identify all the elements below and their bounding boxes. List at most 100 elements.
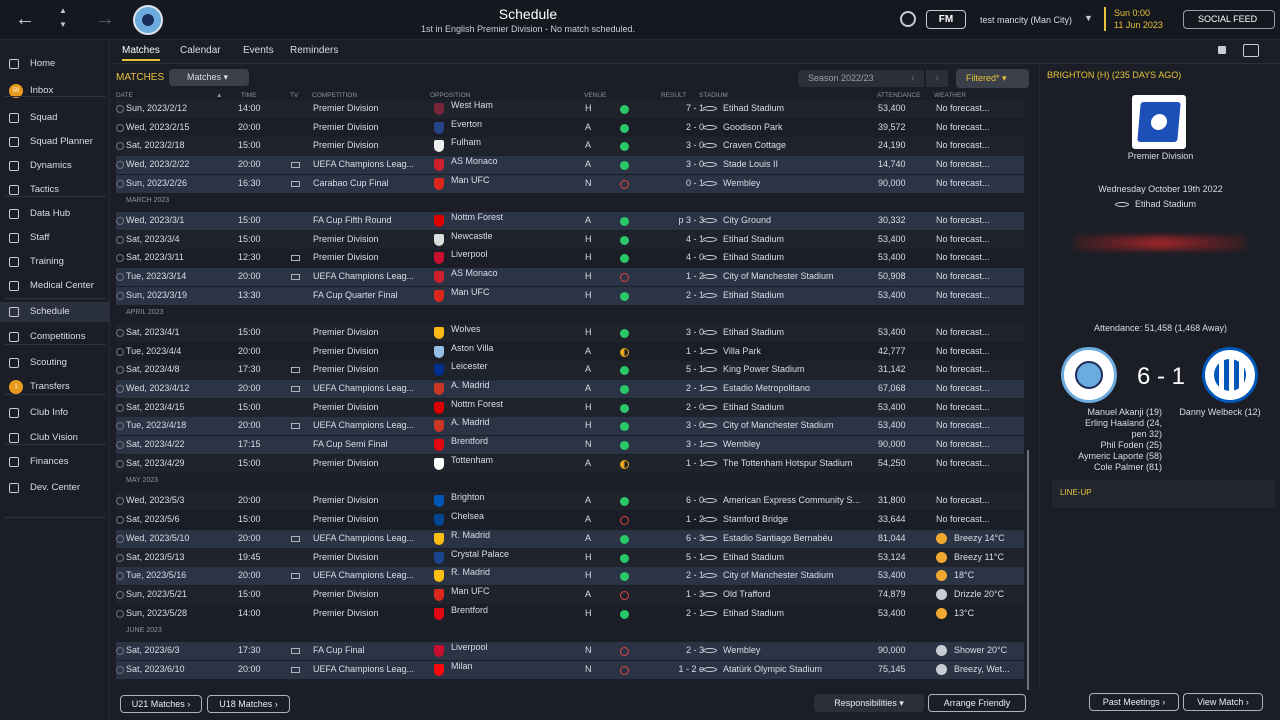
sidebar-item-transfers[interactable]: 1 Transfers [0,377,110,397]
result[interactable]: 1 - 2 e [678,664,704,674]
home-scorer[interactable]: pen 32) [1131,429,1162,439]
col-tv[interactable]: TV [290,92,299,99]
opposition[interactable]: AS Monaco [451,156,498,166]
col-venue[interactable]: VENUE [584,92,607,99]
competition[interactable]: FA Cup Semi Final [313,439,388,449]
stadium[interactable]: Stamford Bridge [723,514,789,524]
opposition[interactable]: Crystal Palace [451,549,510,559]
away-scorer[interactable]: Danny Welbeck (12) [1179,407,1261,417]
competition[interactable]: UEFA Champions Leag... [313,159,415,169]
sidebar-item-home[interactable]: Home [0,54,110,74]
competition[interactable]: Premier Division [313,552,379,562]
competition[interactable]: Premier Division [313,495,379,505]
club-crest[interactable] [133,5,163,35]
result[interactable]: 3 - 0 [685,140,704,150]
back-arrow-icon[interactable]: ← [15,8,35,30]
col-weather[interactable]: WEATHER [934,92,967,99]
table-row[interactable]: Sat, 2023/4/15 15:00 Premier Division Nottm… [116,399,1024,417]
table-row[interactable]: Sat, 2023/3/11 12:30 Premier Division Liver… [116,249,1024,267]
result[interactable]: 2 - 0 [685,122,704,132]
lock-icon[interactable] [1218,46,1226,54]
table-row[interactable]: Tue, 2023/4/18 20:00 UEFA Champions Leag..… [116,417,1024,435]
past-meetings-button[interactable]: Past Meetings › [1089,693,1179,711]
stadium[interactable]: City Ground [723,215,772,225]
table-row[interactable]: Sat, 2023/6/3 17:30 FA Cup Final Liverpool N… [116,642,1024,660]
table-row[interactable]: Sun, 2023/2/26 16:30 Carabao Cup Final Man … [116,175,1024,193]
col-opposition[interactable]: OPPOSITION [430,92,471,99]
table-row[interactable]: Sat, 2023/5/13 19:45 Premier Division Cryst… [116,549,1024,567]
opposition[interactable]: Brentford [451,436,489,446]
col-time[interactable]: TIME [241,92,257,99]
stadium[interactable]: The Tottenham Hotspur Stadium [723,458,853,468]
competition[interactable]: Premier Division [313,608,379,618]
u21-matches-button[interactable]: U21 Matches › [120,695,202,713]
stadium[interactable]: Atatürk Olympic Stadium [723,664,823,674]
table-row[interactable]: Wed, 2023/2/15 20:00 Premier Division Evert… [116,119,1024,137]
result[interactable]: 3 - 0 [685,159,704,169]
lineup-section[interactable]: LINE-UP [1052,480,1275,508]
result[interactable]: 3 - 0 [685,420,704,430]
sidebar-item-dynamics[interactable]: Dynamics [0,156,110,176]
table-row[interactable]: Sat, 2023/3/4 15:00 Premier Division Newcas… [116,231,1024,249]
match-venue[interactable]: Etihad Stadium [1135,199,1197,209]
stadium[interactable]: Goodison Park [723,122,783,132]
result[interactable]: 4 - 0 [685,252,704,262]
col-attendance[interactable]: ATTENDANCE [877,92,921,99]
history-updown-icon[interactable]: ▲ ▼ [59,6,67,29]
result[interactable]: 0 - 1 [685,178,704,188]
competition[interactable]: FA Cup Final [313,645,365,655]
stadium[interactable]: City of Manchester Stadium [723,420,834,430]
competition[interactable]: Premier Division [313,458,379,468]
sidebar-item-data-hub[interactable]: Data Hub [0,204,110,224]
opposition[interactable]: Liverpool [451,249,488,259]
view-match-button[interactable]: View Match › [1183,693,1263,711]
opposition[interactable]: Man UFC [451,287,490,297]
u18-matches-button[interactable]: U18 Matches › [207,695,290,713]
result[interactable]: 2 - 1 [685,570,704,580]
result[interactable]: 1 - 2 [685,271,704,281]
table-row[interactable]: Sat, 2023/6/10 20:00 UEFA Champions Leag..… [116,661,1024,679]
competition[interactable]: Premier Division [313,140,379,150]
result[interactable]: 2 - 1 [685,290,704,300]
result[interactable]: 2 - 1 [685,383,704,393]
stadium[interactable]: Etihad Stadium [723,290,785,300]
competition[interactable]: Premier Division [313,589,379,599]
result[interactable]: 2 - 1 [685,608,704,618]
stadium[interactable]: Old Trafford [723,589,771,599]
stadium[interactable]: Stade Louis II [723,159,779,169]
result[interactable]: 5 - 1 [685,552,704,562]
tab-calendar[interactable]: Calendar [180,45,221,56]
stadium[interactable]: Etihad Stadium [723,608,785,618]
sidebar-item-club-vision[interactable]: Club Vision [0,428,110,448]
table-view-icon[interactable] [1243,44,1259,57]
opposition[interactable]: Fulham [451,137,482,147]
competition[interactable]: FA Cup Quarter Final [313,290,398,300]
sidebar-item-finances[interactable]: Finances [0,452,110,472]
stadium[interactable]: City of Manchester Stadium [723,570,834,580]
competition[interactable]: UEFA Champions Leag... [313,664,415,674]
opposition[interactable]: Tottenham [451,455,494,465]
sidebar-item-training[interactable]: Training [0,252,110,272]
competition[interactable]: Premier Division [313,252,379,262]
home-scorer[interactable]: Cole Palmer (81) [1093,462,1162,472]
manager-name[interactable]: test mancity (Man City) [980,15,1073,25]
social-feed-button[interactable]: SOCIAL FEED [1183,10,1275,29]
table-row[interactable]: Sun, 2023/5/21 15:00 Premier Division Man U… [116,586,1024,604]
arrange-friendly-button[interactable]: Arrange Friendly [928,694,1026,712]
competition[interactable]: Premier Division [313,327,379,337]
table-row[interactable]: Wed, 2023/3/1 15:00 FA Cup Fifth Round Nott… [116,212,1024,230]
sidebar-item-scouting[interactable]: Scouting [0,353,110,373]
home-scorer[interactable]: Manuel Akanji (19) [1087,407,1162,417]
fm-menu-button[interactable]: FM [926,10,966,29]
result[interactable]: 1 - 2 [685,514,704,524]
home-scorer[interactable]: Phil Foden (25) [1100,440,1162,450]
chevron-down-icon[interactable]: ▼ [1084,13,1093,23]
competition[interactable]: Premier Division [313,103,379,113]
tab-events[interactable]: Events [243,45,274,56]
competition[interactable]: UEFA Champions Leag... [313,383,415,393]
stadium[interactable]: City of Manchester Stadium [723,271,834,281]
competition[interactable]: UEFA Champions Leag... [313,533,415,543]
opposition[interactable]: Liverpool [451,642,488,652]
competition-name[interactable]: Premier Division [1127,151,1194,161]
table-row[interactable]: Tue, 2023/3/14 20:00 UEFA Champions Leag..… [116,268,1024,286]
